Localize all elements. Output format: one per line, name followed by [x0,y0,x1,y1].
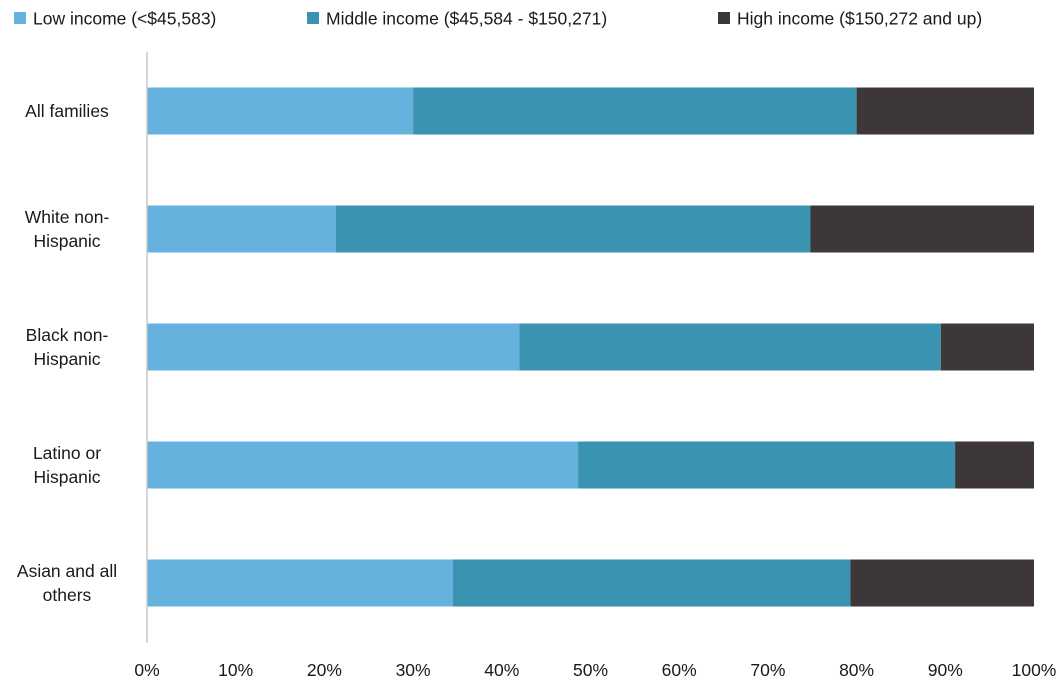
x-tick-label: 30% [396,660,431,680]
legend-swatch [307,12,319,24]
category-label: White non-Hispanic [25,207,110,251]
bar-asian-and-all-others-low-income [147,559,454,607]
x-tick-label: 80% [839,660,874,680]
bar-latino-or-hispanic-high-income [955,441,1034,489]
x-tick-label: 40% [484,660,519,680]
category-labels: All families White non-Hispanic Black non-… [17,101,117,605]
x-tick-label: 10% [218,660,253,680]
x-axis-tick-labels: 0% 10% 20% 30% 40% 50% 60% 70% 80% 90% 100% [134,660,1056,680]
x-tick-label: 50% [573,660,608,680]
category-label: Asian and all others [17,561,117,605]
x-tick-label: 90% [928,660,963,680]
legend-item: Middle income ($45,584 - $150,271) [307,9,607,29]
bar-black-non-hispanic-low-income [147,323,520,371]
bar-all-families-high-income [856,87,1034,135]
bar-asian-and-all-others-middle-income [453,559,851,607]
legend-label: Middle income ($45,584 - $150,271) [326,9,607,29]
bar-latino-or-hispanic-middle-income [578,441,956,489]
category-label: Black non-Hispanic [26,325,109,369]
legend-swatch [718,12,730,24]
x-tick-label: 60% [662,660,697,680]
bar-all-families-middle-income [413,87,857,135]
x-tick-label: 100% [1012,660,1057,680]
bar-white-non-hispanic-low-income [147,205,336,253]
legend-item: High income ($150,272 and up) [718,9,982,29]
bar-white-non-hispanic-high-income [810,205,1034,253]
bar-black-non-hispanic-high-income [940,323,1034,371]
legend-label: Low income (<$45,583) [33,9,216,29]
bar-latino-or-hispanic-low-income [147,441,579,489]
bar-black-non-hispanic-middle-income [519,323,941,371]
bar-asian-and-all-others-high-income [850,559,1034,607]
legend-item: Low income (<$45,583) [14,9,216,29]
legend: Low income (<$45,583) Middle income ($45,… [14,9,982,29]
bar-white-non-hispanic-middle-income [335,205,811,253]
plot-area [147,87,1034,607]
legend-swatch [14,12,26,24]
x-tick-label: 20% [307,660,342,680]
x-tick-label: 0% [134,660,159,680]
bar-all-families-low-income [147,87,414,135]
category-label: Latino or Hispanic [33,443,101,487]
legend-label: High income ($150,272 and up) [737,9,982,29]
category-label: All families [25,101,109,121]
x-tick-label: 70% [750,660,785,680]
